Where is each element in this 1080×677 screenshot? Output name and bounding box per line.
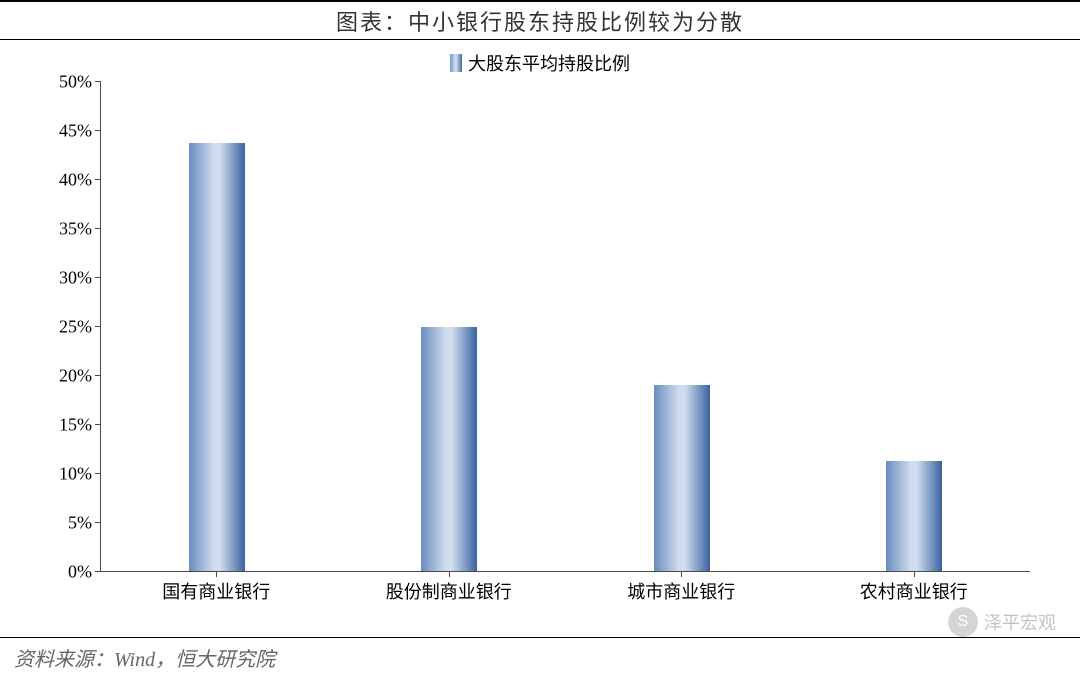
y-tick-label: 0%: [68, 562, 92, 583]
x-tick-mark: [681, 571, 682, 577]
x-tick-mark: [216, 571, 217, 577]
y-tick-label: 20%: [59, 366, 92, 387]
x-tick-label: 国有商业银行: [100, 572, 333, 602]
y-tick-label: 25%: [59, 317, 92, 338]
bar-slot: [101, 82, 333, 571]
bar: [654, 385, 710, 571]
y-tick-label: 45%: [59, 121, 92, 142]
y-tick-label: 5%: [68, 513, 92, 534]
y-tick-label: 40%: [59, 170, 92, 191]
legend: 大股东平均持股比例: [40, 48, 1040, 78]
x-tick-label: 农村商业银行: [798, 572, 1031, 602]
bar-slot: [333, 82, 565, 571]
watermark-text: 泽平宏观: [984, 609, 1056, 635]
watermark-icon: S: [948, 607, 978, 637]
bar: [421, 327, 477, 572]
x-axis: 国有商业银行股份制商业银行城市商业银行农村商业银行: [100, 572, 1030, 602]
x-tick-label: 城市商业银行: [565, 572, 798, 602]
watermark: S 泽平宏观: [948, 607, 1056, 637]
y-tick-label: 35%: [59, 219, 92, 240]
plot-inner: [100, 82, 1030, 572]
y-tick-label: 30%: [59, 268, 92, 289]
legend-label: 大股东平均持股比例: [468, 50, 630, 76]
x-tick-label: 股份制商业银行: [333, 572, 566, 602]
legend-swatch: [450, 54, 462, 72]
bar: [886, 461, 942, 571]
bar-slot: [566, 82, 798, 571]
bars-container: [101, 82, 1030, 571]
y-axis: 0%5%10%15%20%25%30%35%40%45%50%: [40, 82, 100, 572]
source-line: 资料来源：Wind，恒大研究院: [0, 637, 1080, 677]
bar: [189, 143, 245, 571]
chart-title: 图表：中小银行股东持股比例较为分散: [0, 0, 1080, 40]
y-tick-label: 10%: [59, 464, 92, 485]
chart-area: 大股东平均持股比例 0% 5% 10% 15% 20% 25% 30% 35% 40% 45% 50…: [0, 40, 1080, 637]
x-tick-mark: [449, 571, 450, 577]
y-tick-label: 50%: [59, 72, 92, 93]
x-tick-mark: [914, 571, 915, 577]
bar-slot: [798, 82, 1030, 571]
plot: 0%5%10%15%20%25%30%35%40%45%50% 国有商业银行股份…: [40, 82, 1040, 602]
y-tick-label: 15%: [59, 415, 92, 436]
